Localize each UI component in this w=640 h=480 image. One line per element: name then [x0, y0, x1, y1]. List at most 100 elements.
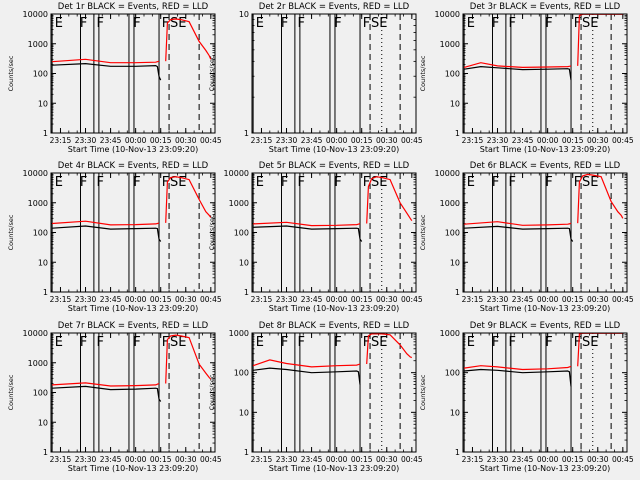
x-tick-label: 23:15: [462, 136, 484, 145]
events-rate-line: [464, 65, 572, 81]
y-tick-label: 10: [450, 99, 460, 108]
plot-frame: [50, 13, 216, 134]
x-tick-label: 23:45: [301, 455, 323, 464]
y-tick-label: 10000: [224, 169, 249, 178]
lld-rate-line: [165, 18, 212, 62]
y-tick-label: 1: [43, 448, 48, 457]
event-flag-f-4: F: [162, 16, 169, 31]
x-axis-label: Start Time (10-Nov-13 23:09:20): [269, 304, 399, 313]
event-flag-e-0: E: [256, 335, 264, 350]
plot-frame: [251, 172, 417, 293]
y-tick-label: 1: [244, 448, 249, 457]
event-flag-f-1: F: [80, 175, 87, 190]
panel-title: Det 7r BLACK = Events, RED = LLD: [58, 321, 209, 331]
plot-frame: [251, 332, 417, 453]
event-flag-f-3: F: [133, 335, 140, 350]
x-axis-label: Start Time (10-Nov-13 23:09:20): [269, 464, 399, 473]
x-tick-label: 00:15: [562, 455, 584, 464]
detector-panel-2: Det 2r BLACK = Events, RED = LLD Counts/s…: [208, 2, 423, 154]
event-flag-f-1: F: [492, 335, 499, 350]
events-rate-line: [464, 368, 572, 387]
detector-panel-1: Det 1r BLACK = Events, RED = LLD Counts/s…: [7, 2, 222, 154]
event-flag-f-2: F: [509, 16, 516, 31]
lld-rate-line: [52, 220, 160, 226]
x-tick-label: 00:30: [376, 136, 398, 145]
event-flag-se-5: SE: [170, 175, 186, 190]
panel-title: Det 6r BLACK = Events, RED = LLD: [470, 161, 621, 171]
x-tick-label: 23:45: [512, 136, 534, 145]
event-flag-se-5: SE: [582, 16, 598, 31]
x-axis-label: Start Time (10-Nov-13 23:09:20): [480, 145, 610, 154]
x-tick-label: 00:30: [175, 295, 197, 304]
y-tick-label: 10: [239, 258, 249, 267]
y-tick-label: 1: [244, 288, 249, 297]
event-flag-se-5: SE: [371, 16, 387, 31]
y-tick-label: 1: [244, 129, 249, 138]
event-flag-f-1: F: [281, 335, 288, 350]
x-tick-label: 00:30: [587, 295, 609, 304]
x-tick-label: 00:30: [376, 295, 398, 304]
event-flag-f-3: F: [545, 16, 552, 31]
plot-frame: [462, 332, 628, 453]
y-axis-label: Counts/sec: [419, 55, 427, 91]
y-tick-label: 100: [445, 369, 460, 378]
y-tick-label: 10000: [23, 10, 48, 19]
x-tick-label: 23:45: [100, 136, 122, 145]
x-tick-label: 23:15: [50, 295, 72, 304]
event-flag-se-5: SE: [371, 335, 387, 350]
x-tick-label: 00:15: [150, 455, 172, 464]
event-flag-f-3: F: [334, 335, 341, 350]
panel-title: Det 4r BLACK = Events, RED = LLD: [58, 161, 209, 171]
x-tick-label: 00:00: [326, 455, 348, 464]
x-tick-label: 23:45: [512, 455, 534, 464]
events-rate-line: [52, 62, 162, 81]
event-flag-f-4: F: [363, 16, 370, 31]
x-tick-label: 00:45: [200, 295, 222, 304]
x-axis-label: Start Time (10-Nov-13 23:09:20): [480, 304, 610, 313]
x-tick-label: 23:30: [487, 295, 509, 304]
x-tick-label: 23:15: [251, 455, 273, 464]
y-tick-label: 1000: [440, 40, 460, 49]
x-tick-label: 23:45: [301, 136, 323, 145]
y-tick-label: 10000: [23, 169, 48, 178]
x-tick-label: 00:15: [562, 136, 584, 145]
y-tick-label: 1: [43, 288, 48, 297]
event-flag-f-1: F: [80, 16, 87, 31]
event-flag-f-2: F: [97, 335, 104, 350]
x-tick-label: 00:00: [125, 295, 147, 304]
y-axis-label: Counts/sec: [208, 55, 216, 91]
x-tick-label: 23:30: [276, 136, 298, 145]
event-flag-f-2: F: [97, 16, 104, 31]
y-tick-label: 10000: [23, 329, 48, 338]
x-tick-label: 00:00: [537, 136, 559, 145]
x-tick-label: 00:45: [200, 136, 222, 145]
x-axis-label: Start Time (10-Nov-13 23:09:20): [68, 304, 198, 313]
lld-rate-line: [366, 176, 413, 224]
event-flag-f-2: F: [97, 175, 104, 190]
y-tick-label: 1: [455, 448, 460, 457]
x-tick-label: 00:45: [200, 455, 222, 464]
y-tick-label: 1000: [440, 199, 460, 208]
event-flag-f-2: F: [298, 16, 305, 31]
event-flag-f-4: F: [574, 335, 581, 350]
y-tick-label: 1000: [28, 359, 48, 368]
event-flag-e-0: E: [467, 335, 475, 350]
x-tick-label: 23:15: [50, 136, 72, 145]
x-axis-label: Start Time (10-Nov-13 23:09:20): [269, 145, 399, 154]
event-flag-f-1: F: [80, 335, 87, 350]
x-tick-label: 23:15: [462, 455, 484, 464]
y-tick-label: 1: [455, 288, 460, 297]
y-tick-label: 100: [445, 70, 460, 79]
y-axis-label: Counts/sec: [208, 214, 216, 250]
event-flag-f-4: F: [162, 175, 169, 190]
event-flag-e-0: E: [55, 335, 63, 350]
x-tick-label: 23:30: [276, 455, 298, 464]
x-tick-label: 23:30: [487, 455, 509, 464]
panel-title: Det 8r BLACK = Events, RED = LLD: [259, 321, 410, 331]
event-flag-e-0: E: [467, 175, 475, 190]
detector-panel-8: Det 8r BLACK = Events, RED = LLD Counts/s…: [208, 321, 423, 473]
x-tick-label: 23:30: [75, 455, 97, 464]
x-tick-label: 23:15: [50, 455, 72, 464]
event-flag-e-0: E: [256, 16, 264, 31]
y-tick-label: 1: [43, 129, 48, 138]
